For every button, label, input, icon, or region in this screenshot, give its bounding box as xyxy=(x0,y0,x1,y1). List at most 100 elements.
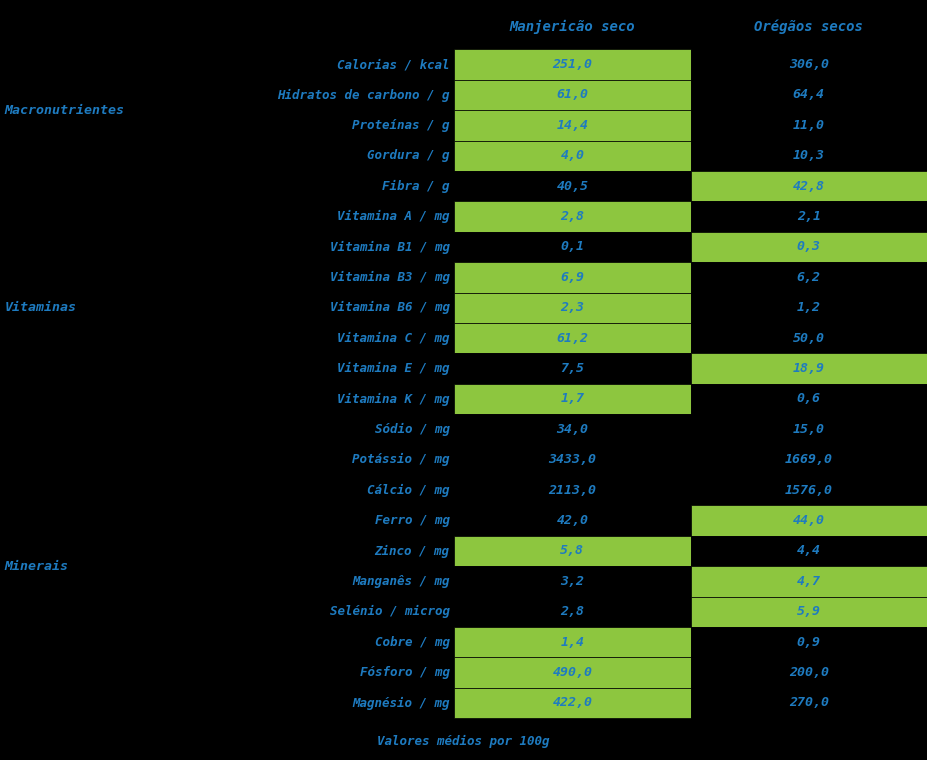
FancyBboxPatch shape xyxy=(691,110,927,141)
FancyBboxPatch shape xyxy=(691,566,927,597)
FancyBboxPatch shape xyxy=(691,475,927,505)
Text: 64,4: 64,4 xyxy=(793,88,825,102)
Text: 2,8: 2,8 xyxy=(561,605,584,619)
FancyBboxPatch shape xyxy=(691,505,927,536)
FancyBboxPatch shape xyxy=(691,627,927,657)
FancyBboxPatch shape xyxy=(454,475,691,505)
Text: 2,3: 2,3 xyxy=(561,301,584,315)
FancyBboxPatch shape xyxy=(691,141,927,171)
Text: Proteínas / g: Proteínas / g xyxy=(352,119,450,132)
FancyBboxPatch shape xyxy=(454,384,691,414)
FancyBboxPatch shape xyxy=(454,141,691,171)
FancyBboxPatch shape xyxy=(691,49,927,80)
FancyBboxPatch shape xyxy=(691,171,927,201)
Text: 6,9: 6,9 xyxy=(561,271,584,284)
Text: 3,2: 3,2 xyxy=(561,575,584,588)
Text: 61,0: 61,0 xyxy=(556,88,589,102)
Text: 490,0: 490,0 xyxy=(552,666,592,679)
Text: Vitamina E / mg: Vitamina E / mg xyxy=(337,362,450,375)
Text: 42,0: 42,0 xyxy=(556,514,589,527)
FancyBboxPatch shape xyxy=(454,49,691,80)
Text: Vitamina C / mg: Vitamina C / mg xyxy=(337,331,450,345)
FancyBboxPatch shape xyxy=(454,262,691,293)
Text: Valores médios por 100g: Valores médios por 100g xyxy=(377,734,550,748)
Text: 2,1: 2,1 xyxy=(797,210,820,223)
FancyBboxPatch shape xyxy=(691,597,927,627)
Text: 61,2: 61,2 xyxy=(556,331,589,345)
Text: 306,0: 306,0 xyxy=(789,58,829,71)
Text: 1,4: 1,4 xyxy=(561,635,584,649)
FancyBboxPatch shape xyxy=(454,657,691,688)
FancyBboxPatch shape xyxy=(691,232,927,262)
Text: 5,9: 5,9 xyxy=(797,605,820,619)
Text: Manganês / mg: Manganês / mg xyxy=(352,575,450,588)
Text: Selénio / microg: Selénio / microg xyxy=(330,605,450,619)
Text: 40,5: 40,5 xyxy=(556,179,589,193)
Text: 15,0: 15,0 xyxy=(793,423,825,436)
Text: 1669,0: 1669,0 xyxy=(785,453,832,467)
Text: 1576,0: 1576,0 xyxy=(785,483,832,497)
FancyBboxPatch shape xyxy=(454,597,691,627)
Text: Vitamina K / mg: Vitamina K / mg xyxy=(337,392,450,406)
Text: 2,8: 2,8 xyxy=(561,210,584,223)
Text: Calorias / kcal: Calorias / kcal xyxy=(337,58,450,71)
Text: Ferro / mg: Ferro / mg xyxy=(375,514,450,527)
Text: 6,2: 6,2 xyxy=(797,271,820,284)
Text: 44,0: 44,0 xyxy=(793,514,825,527)
FancyBboxPatch shape xyxy=(454,353,691,384)
Text: Potássio / mg: Potássio / mg xyxy=(352,453,450,467)
Text: 251,0: 251,0 xyxy=(552,58,592,71)
Text: 0,9: 0,9 xyxy=(797,635,820,649)
Text: 14,4: 14,4 xyxy=(556,119,589,132)
Text: Vitamina B6 / mg: Vitamina B6 / mg xyxy=(330,301,450,315)
FancyBboxPatch shape xyxy=(454,232,691,262)
Text: 4,4: 4,4 xyxy=(797,544,820,558)
Text: 18,9: 18,9 xyxy=(793,362,825,375)
Text: 1,2: 1,2 xyxy=(797,301,820,315)
Text: 4,0: 4,0 xyxy=(561,149,584,163)
Text: 200,0: 200,0 xyxy=(789,666,829,679)
FancyBboxPatch shape xyxy=(691,536,927,566)
FancyBboxPatch shape xyxy=(691,384,927,414)
Text: Fibra / g: Fibra / g xyxy=(382,179,450,193)
Text: Minerais: Minerais xyxy=(5,559,69,573)
Text: Zinco / mg: Zinco / mg xyxy=(375,544,450,558)
FancyBboxPatch shape xyxy=(454,201,691,232)
FancyBboxPatch shape xyxy=(454,445,691,475)
FancyBboxPatch shape xyxy=(691,80,927,110)
Text: 34,0: 34,0 xyxy=(556,423,589,436)
FancyBboxPatch shape xyxy=(691,353,927,384)
FancyBboxPatch shape xyxy=(454,505,691,536)
FancyBboxPatch shape xyxy=(454,171,691,201)
FancyBboxPatch shape xyxy=(454,110,691,141)
Text: Gordura / g: Gordura / g xyxy=(367,149,450,163)
FancyBboxPatch shape xyxy=(691,201,927,232)
Text: 422,0: 422,0 xyxy=(552,696,592,710)
Text: 10,3: 10,3 xyxy=(793,149,825,163)
FancyBboxPatch shape xyxy=(454,566,691,597)
Text: Magnésio / mg: Magnésio / mg xyxy=(352,696,450,710)
Text: Fósforo / mg: Fósforo / mg xyxy=(360,666,450,679)
Text: Hidratos de carbono / g: Hidratos de carbono / g xyxy=(277,88,450,102)
Text: 5,8: 5,8 xyxy=(561,544,584,558)
FancyBboxPatch shape xyxy=(454,293,691,323)
Text: Sódio / mg: Sódio / mg xyxy=(375,423,450,436)
Text: 2113,0: 2113,0 xyxy=(549,483,596,497)
Text: Vitamina B1 / mg: Vitamina B1 / mg xyxy=(330,240,450,254)
Text: Cobre / mg: Cobre / mg xyxy=(375,635,450,649)
Text: 7,5: 7,5 xyxy=(561,362,584,375)
Text: 50,0: 50,0 xyxy=(793,331,825,345)
Text: 42,8: 42,8 xyxy=(793,179,825,193)
FancyBboxPatch shape xyxy=(454,536,691,566)
Text: 4,7: 4,7 xyxy=(797,575,820,588)
FancyBboxPatch shape xyxy=(691,657,927,688)
FancyBboxPatch shape xyxy=(691,323,927,353)
Text: 270,0: 270,0 xyxy=(789,696,829,710)
FancyBboxPatch shape xyxy=(454,323,691,353)
Text: 0,6: 0,6 xyxy=(797,392,820,406)
Text: 11,0: 11,0 xyxy=(793,119,825,132)
Text: Vitaminas: Vitaminas xyxy=(5,301,77,315)
Text: Vitamina B3 / mg: Vitamina B3 / mg xyxy=(330,271,450,284)
Text: Vitamina A / mg: Vitamina A / mg xyxy=(337,210,450,223)
Text: Orégãos secos: Orégãos secos xyxy=(755,19,863,34)
